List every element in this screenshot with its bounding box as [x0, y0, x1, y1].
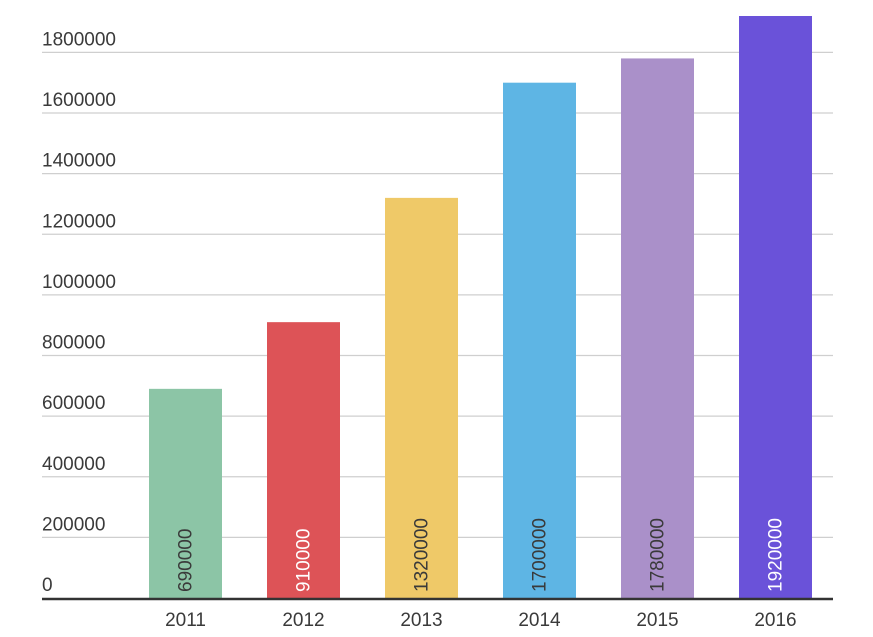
y-tick-label: 0 — [42, 575, 53, 596]
x-tick-label: 2016 — [754, 610, 796, 631]
y-tick-label: 600000 — [42, 393, 105, 414]
bar-2012 — [267, 322, 340, 598]
y-tick-label: 800000 — [42, 333, 105, 354]
data-label: 910000 — [294, 529, 315, 592]
bar-2014 — [503, 82, 576, 598]
x-axis: 2011 2012 2013 2014 2015 2016 — [42, 597, 833, 631]
y-tick-label: 1000000 — [42, 272, 116, 293]
y-tick-label: 1800000 — [42, 29, 116, 50]
x-tick-label: 2012 — [282, 610, 324, 631]
x-tick-label: 2011 — [165, 610, 206, 631]
data-label: 1780000 — [648, 518, 669, 592]
y-tick-label: 400000 — [42, 454, 105, 475]
bar-2011 — [149, 388, 222, 598]
y-axis: 0 200000 400000 600000 800000 1000000 1200000 1… — [42, 29, 116, 596]
y-tick-label: 200000 — [42, 514, 105, 535]
x-tick-label: 2013 — [400, 610, 442, 631]
y-tick-label: 1600000 — [42, 90, 116, 111]
data-label: 690000 — [176, 529, 197, 592]
x-tick-label: 2014 — [518, 610, 561, 631]
data-label: 1700000 — [530, 518, 551, 592]
y-tick-label: 1200000 — [42, 211, 116, 232]
bar-2016 — [739, 16, 812, 598]
y-tick-label: 1400000 — [42, 151, 116, 172]
bar-2013 — [385, 197, 458, 598]
x-tick-label: 2015 — [636, 610, 678, 631]
data-label: 1320000 — [412, 518, 433, 592]
bar-2015 — [621, 58, 694, 598]
data-label: 1920000 — [766, 518, 787, 592]
bars: 690000 910000 1320000 1700000 1780000 1920000 — [149, 16, 812, 598]
